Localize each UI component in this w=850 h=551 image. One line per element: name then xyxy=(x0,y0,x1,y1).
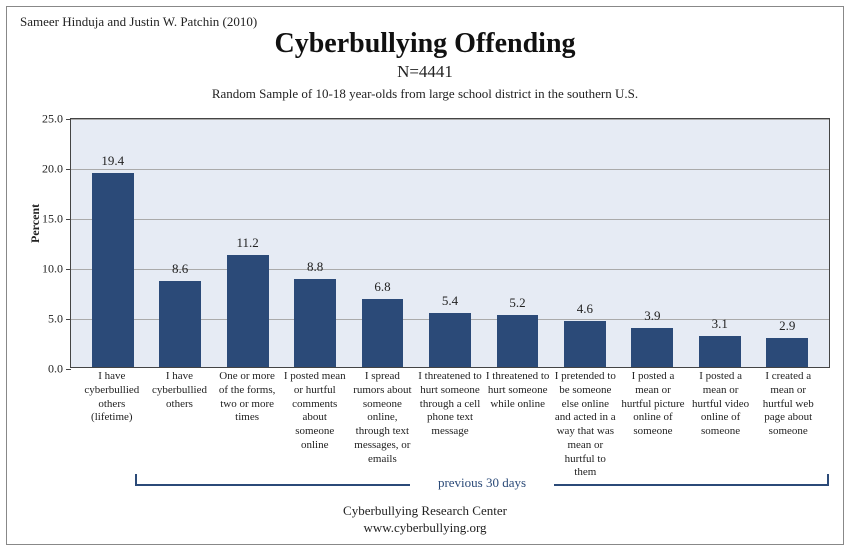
x-axis-category-label: I threatened to hurt someone while onlin… xyxy=(484,370,552,480)
bar-slot: 8.8 xyxy=(281,119,348,367)
bar-slot: 8.6 xyxy=(146,119,213,367)
sample-size: N=4441 xyxy=(0,62,850,82)
x-axis-category-label: I posted a mean or hurtful picture onlin… xyxy=(619,370,687,480)
footer-org: Cyberbullying Research Center xyxy=(0,503,850,520)
bar: 6.8 xyxy=(362,299,404,367)
x-axis-category-label: I have cyberbullied others (lifetime) xyxy=(78,370,146,480)
y-tick-label: 5.0 xyxy=(48,312,63,327)
x-axis-category-label: I threatened to hurt someone through a c… xyxy=(416,370,484,480)
sample-description: Random Sample of 10-18 year-olds from la… xyxy=(0,86,850,102)
y-tick-label: 10.0 xyxy=(42,262,63,277)
bar-value-label: 5.4 xyxy=(442,293,458,309)
footer-url: www.cyberbullying.org xyxy=(0,520,850,537)
bar-slot: 19.4 xyxy=(79,119,146,367)
bar-value-label: 3.9 xyxy=(644,308,660,324)
bar-value-label: 19.4 xyxy=(101,153,124,169)
x-axis-category-label: I spread rumors about someone online, th… xyxy=(349,370,417,480)
bar-slot: 6.8 xyxy=(349,119,416,367)
bar-slot: 3.1 xyxy=(686,119,753,367)
bar: 4.6 xyxy=(564,321,606,367)
bar-value-label: 4.6 xyxy=(577,301,593,317)
bar-value-label: 8.8 xyxy=(307,259,323,275)
x-axis-category-label: I posted mean or hurtful comments about … xyxy=(281,370,349,480)
x-axis-category-label: I pretended to be someone else online an… xyxy=(551,370,619,480)
bar-value-label: 3.1 xyxy=(712,316,728,332)
bar: 8.8 xyxy=(294,279,336,367)
bar: 19.4 xyxy=(92,173,134,367)
x-axis-category-label: I have cyberbullied others xyxy=(146,370,214,480)
x-axis-category-label: I created a mean or hurtful web page abo… xyxy=(754,370,822,480)
bar-value-label: 6.8 xyxy=(374,279,390,295)
y-tick-label: 15.0 xyxy=(42,212,63,227)
title-block: Cyberbullying Offending N=4441 Random Sa… xyxy=(0,28,850,102)
bar: 3.1 xyxy=(699,336,741,367)
y-tick-label: 0.0 xyxy=(48,362,63,377)
bar-value-label: 5.2 xyxy=(509,295,525,311)
bar-slot: 4.6 xyxy=(551,119,618,367)
bracket-label: previous 30 days xyxy=(430,475,534,491)
x-axis-category-label: I posted a mean or hurtful video online … xyxy=(687,370,755,480)
bars-container: 19.4 8.6 11.2 8.8 6.8 5.4 5.2 4.6 3.9 3.1 2.9 xyxy=(71,119,829,367)
chart-title: Cyberbullying Offending xyxy=(0,28,850,60)
y-tick-label: 20.0 xyxy=(42,162,63,177)
chart-plot-area: 0.05.010.015.020.025.0 19.48.611.28.86.8… xyxy=(70,118,830,368)
bar: 5.2 xyxy=(497,315,539,367)
bar: 2.9 xyxy=(766,338,808,367)
footer-credit: Cyberbullying Research Center www.cyberb… xyxy=(0,503,850,537)
x-axis-category-label: One or more of the forms, two or more ti… xyxy=(213,370,281,480)
bar: 3.9 xyxy=(631,328,673,367)
x-axis-labels: I have cyberbullied others (lifetime)I h… xyxy=(70,370,830,480)
bar-slot: 3.9 xyxy=(619,119,686,367)
bar-value-label: 11.2 xyxy=(236,235,258,251)
bar-value-label: 2.9 xyxy=(779,318,795,334)
bar-value-label: 8.6 xyxy=(172,261,188,277)
y-axis-title: Percent xyxy=(28,204,43,243)
bar: 5.4 xyxy=(429,313,471,367)
bar: 11.2 xyxy=(227,255,269,367)
bar: 8.6 xyxy=(159,281,201,367)
y-tick-label: 25.0 xyxy=(42,112,63,127)
bar-slot: 11.2 xyxy=(214,119,281,367)
bar-slot: 5.4 xyxy=(416,119,483,367)
bar-slot: 5.2 xyxy=(484,119,551,367)
bar-slot: 2.9 xyxy=(754,119,821,367)
